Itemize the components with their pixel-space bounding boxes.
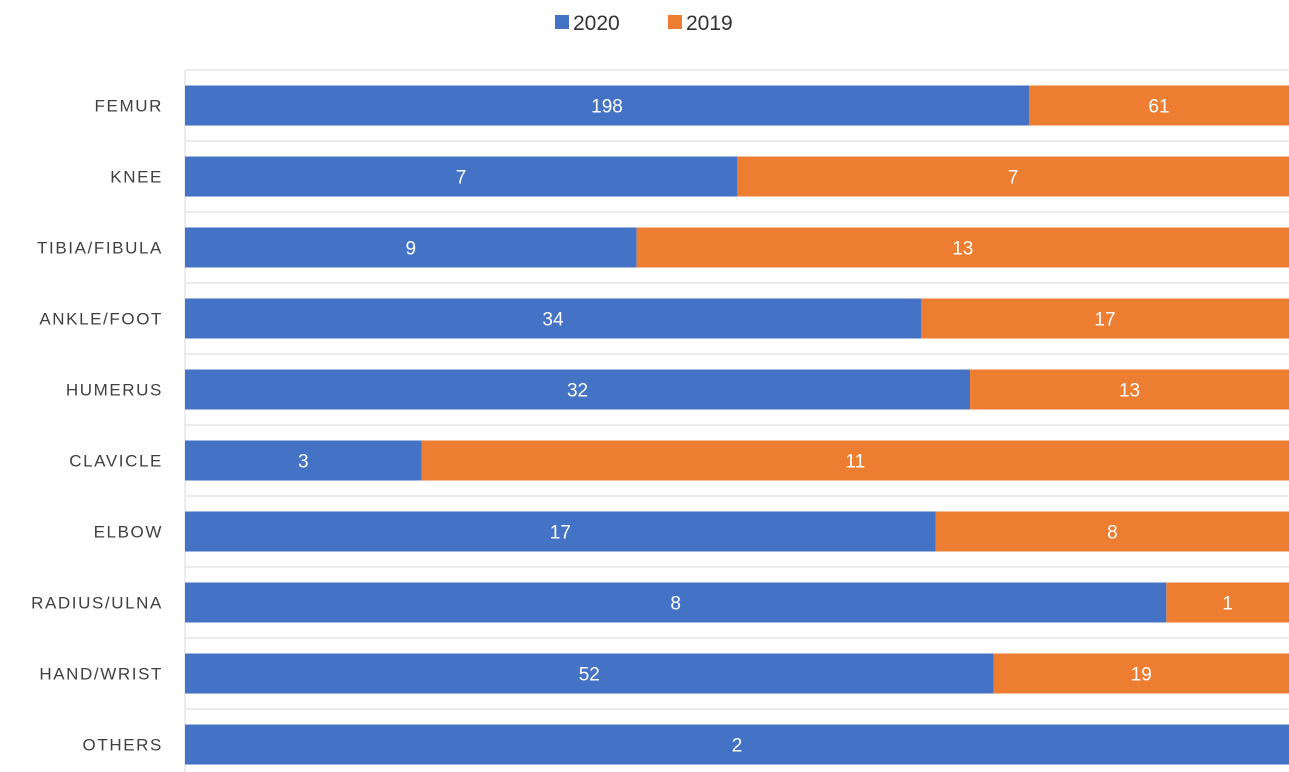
data-label: 34 (542, 310, 564, 331)
category-label: OTHERS (83, 736, 163, 755)
data-label: 8 (670, 594, 681, 615)
bar-segment-2019 (1166, 582, 1289, 623)
bars: 198 61 7 7 9 13 34 17 32 13 3 11 17 8 8 1 52 19 2 (185, 85, 1289, 765)
bar-segment-2019 (421, 440, 1289, 481)
bar-segment-2020 (185, 582, 1167, 623)
category-label: CLAVICLE (69, 452, 163, 471)
bar-segment-2020 (185, 653, 994, 694)
category-label: TIBIA/FIBULA (37, 239, 163, 258)
data-label: 8 (1107, 523, 1118, 544)
bar-segment-2020 (185, 156, 737, 197)
data-label: 3 (298, 452, 309, 473)
bar-segment-2020 (185, 511, 936, 552)
category-label: HUMERUS (66, 381, 163, 400)
legend-swatch-2019 (668, 15, 682, 29)
bar-segment-2019 (737, 156, 1289, 197)
category-label: KNEE (110, 168, 163, 187)
legend-label-2019: 2019 (686, 12, 733, 35)
data-label: 13 (1119, 381, 1140, 402)
data-label: 19 (1131, 665, 1152, 686)
category-label: ELBOW (94, 523, 163, 542)
category-labels: FEMUR KNEE TIBIA/FIBULA ANKLE/FOOT HUMERUS CL… (31, 97, 163, 755)
data-label: 9 (406, 239, 417, 260)
bar-segment-2020 (185, 369, 971, 410)
data-label: 11 (845, 452, 865, 473)
data-label: 7 (1008, 168, 1019, 189)
data-label: 7 (456, 168, 467, 189)
data-label: 52 (579, 665, 600, 686)
data-label: 2 (732, 736, 743, 757)
legend-swatch-2020 (555, 15, 569, 29)
data-label: 13 (952, 239, 973, 260)
bar-segment-2019 (993, 653, 1289, 694)
category-label: HAND/WRIST (39, 665, 163, 684)
bar-segment-2020 (185, 85, 1029, 126)
data-label: 61 (1148, 97, 1169, 118)
data-label: 17 (1094, 310, 1115, 331)
bar-segment-2020 (185, 440, 422, 481)
bar-segment-2020 (185, 298, 921, 339)
legend: 2020 2019 (555, 12, 733, 35)
data-label: 1 (1222, 594, 1233, 615)
bar-segment-2019 (970, 369, 1289, 410)
bar-segment-2019 (636, 227, 1289, 268)
gridlines (184, 69, 1289, 772)
category-label: FEMUR (95, 97, 163, 116)
bar-segment-2019 (1028, 85, 1289, 126)
data-label: 198 (591, 97, 623, 118)
bar-segment-2019 (921, 298, 1289, 339)
bar-segment-2020 (185, 227, 637, 268)
category-label: ANKLE/FOOT (39, 310, 163, 329)
data-label: 17 (550, 523, 571, 544)
category-label: RADIUS/ULNA (31, 594, 163, 613)
bar-segment-2019 (935, 511, 1289, 552)
data-label: 32 (567, 381, 588, 402)
legend-label-2020: 2020 (573, 12, 620, 35)
bar-segment-2020 (185, 724, 1289, 765)
